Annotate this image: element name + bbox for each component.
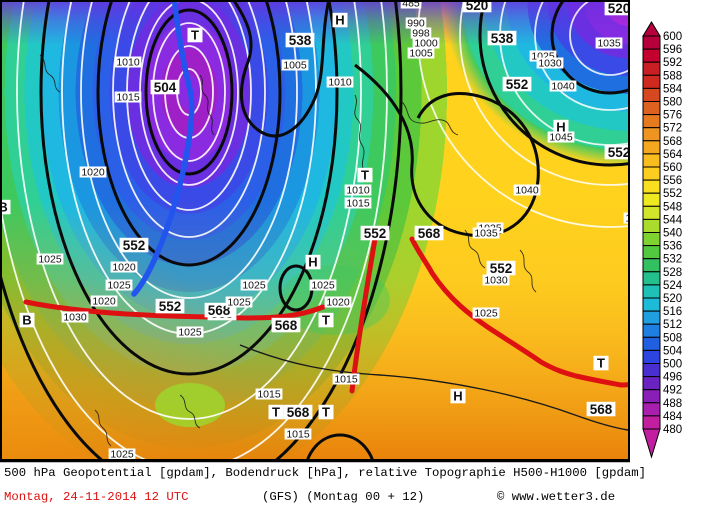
svg-text:1040: 1040 [551, 81, 575, 93]
svg-text:538: 538 [491, 31, 514, 46]
svg-text:1010: 1010 [328, 77, 352, 89]
svg-text:1025: 1025 [242, 280, 266, 292]
svg-text:T: T [191, 28, 199, 43]
svg-text:592: 592 [663, 57, 682, 69]
svg-text:552: 552 [608, 145, 631, 160]
svg-text:1025: 1025 [227, 297, 251, 309]
svg-text:552: 552 [506, 77, 529, 92]
svg-text:1020: 1020 [81, 167, 105, 179]
svg-text:600: 600 [663, 31, 682, 43]
svg-text:T: T [361, 168, 369, 183]
svg-text:484: 484 [663, 411, 683, 423]
svg-text:532: 532 [663, 254, 682, 266]
svg-text:552: 552 [663, 188, 682, 200]
svg-text:1020: 1020 [326, 297, 350, 309]
svg-text:1005: 1005 [409, 48, 433, 60]
svg-text:552: 552 [123, 238, 146, 253]
svg-text:© www.wetter3.de: © www.wetter3.de [497, 490, 615, 504]
svg-text:500: 500 [663, 359, 682, 371]
svg-text:568: 568 [275, 318, 298, 333]
svg-text:516: 516 [663, 306, 682, 318]
svg-text:1030: 1030 [63, 312, 87, 324]
svg-text:520: 520 [608, 1, 631, 16]
svg-text:524: 524 [663, 280, 683, 292]
svg-text:B: B [22, 313, 31, 328]
svg-text:1040: 1040 [515, 185, 539, 197]
svg-text:1025: 1025 [178, 327, 202, 339]
svg-text:568: 568 [418, 226, 441, 241]
svg-text:T: T [322, 313, 330, 328]
svg-text:T: T [322, 405, 330, 420]
svg-text:564: 564 [663, 149, 683, 161]
svg-text:1035: 1035 [474, 228, 498, 240]
svg-text:T: T [272, 405, 280, 420]
svg-text:1030: 1030 [538, 58, 562, 70]
svg-text:480: 480 [663, 424, 682, 436]
svg-text:568: 568 [287, 405, 310, 420]
svg-text:552: 552 [159, 299, 182, 314]
svg-text:584: 584 [663, 83, 683, 95]
svg-text:(GFS) (Montag 00 + 12): (GFS) (Montag 00 + 12) [262, 490, 424, 504]
svg-text:1015: 1015 [346, 198, 370, 210]
svg-text:1020: 1020 [92, 296, 116, 308]
svg-text:T: T [597, 356, 605, 371]
svg-text:538: 538 [289, 33, 312, 48]
svg-text:508: 508 [663, 332, 682, 344]
svg-text:580: 580 [663, 97, 682, 109]
svg-text:572: 572 [663, 123, 682, 135]
svg-text:540: 540 [663, 228, 682, 240]
svg-text:1025: 1025 [474, 308, 498, 320]
svg-text:H: H [308, 255, 317, 270]
svg-text:H: H [453, 389, 462, 404]
svg-text:528: 528 [663, 267, 682, 279]
svg-text:568: 568 [590, 402, 613, 417]
svg-text:576: 576 [663, 110, 682, 122]
svg-text:1035: 1035 [597, 38, 621, 50]
svg-text:544: 544 [663, 214, 683, 226]
svg-text:556: 556 [663, 175, 682, 187]
svg-text:560: 560 [663, 162, 682, 174]
svg-text:536: 536 [663, 241, 682, 253]
svg-text:596: 596 [663, 44, 682, 56]
svg-text:1015: 1015 [116, 92, 140, 104]
svg-text:1015: 1015 [334, 374, 358, 386]
svg-text:588: 588 [663, 70, 682, 82]
svg-text:512: 512 [663, 319, 682, 331]
svg-text:H: H [335, 13, 344, 28]
svg-text:520: 520 [663, 293, 682, 305]
svg-text:1015: 1015 [257, 389, 281, 401]
svg-text:1025: 1025 [38, 254, 62, 266]
svg-text:500 hPa Geopotential [gpdam],: 500 hPa Geopotential [gpdam], Bodendruck… [4, 466, 646, 480]
svg-text:552: 552 [490, 261, 513, 276]
svg-text:548: 548 [663, 201, 682, 213]
svg-text:504: 504 [663, 345, 683, 357]
svg-text:568: 568 [663, 136, 682, 148]
svg-text:1005: 1005 [283, 60, 307, 72]
svg-text:1025: 1025 [107, 280, 131, 292]
svg-text:496: 496 [663, 372, 682, 384]
svg-text:504: 504 [154, 80, 177, 95]
svg-text:1025: 1025 [110, 449, 134, 461]
svg-text:1010: 1010 [116, 57, 140, 69]
svg-text:1025: 1025 [311, 280, 335, 292]
svg-text:Montag, 24-11-2014 12 UTC: Montag, 24-11-2014 12 UTC [4, 490, 188, 504]
svg-text:1045: 1045 [549, 132, 573, 144]
svg-text:1020: 1020 [112, 262, 136, 274]
svg-text:1030: 1030 [484, 275, 508, 287]
svg-text:1015: 1015 [286, 429, 310, 441]
svg-text:492: 492 [663, 385, 682, 397]
svg-text:552: 552 [364, 226, 387, 241]
svg-text:488: 488 [663, 398, 682, 410]
svg-text:1010: 1010 [346, 185, 370, 197]
